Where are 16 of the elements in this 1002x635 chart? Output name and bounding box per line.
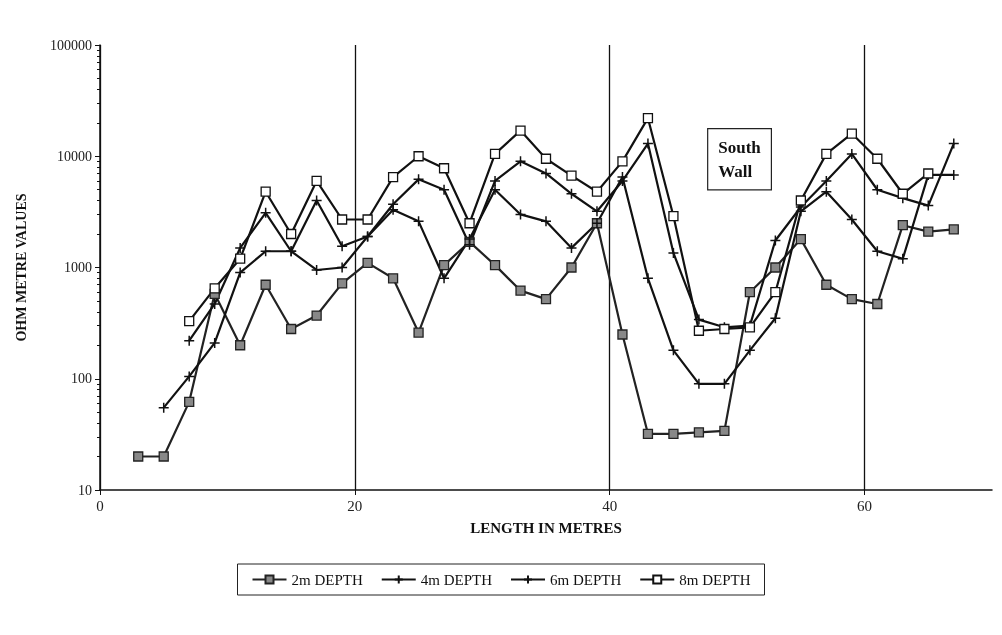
x-tick-label: 40 xyxy=(602,497,618,514)
x-tick-label: 20 xyxy=(347,497,363,514)
legend-label: 2m DEPTH xyxy=(291,571,363,588)
y-axis-title: OHM METRE VALUES xyxy=(13,193,29,342)
legend-label: 4m DEPTH xyxy=(420,571,493,588)
y-tick-label: 1000 xyxy=(64,260,92,275)
y-tick-label: 100 xyxy=(71,371,92,387)
x-tick-label: 60 xyxy=(857,497,873,514)
x-tick-label: 0 xyxy=(96,497,104,514)
legend-label: 6m DEPTH xyxy=(550,571,622,588)
y-tick-label: 10 xyxy=(78,482,92,498)
annotation: South Wall xyxy=(718,137,762,181)
x-axis-title: LENGTH IN METRES xyxy=(470,519,622,536)
y-tick-label: 10000 xyxy=(57,148,92,164)
legend-label: 8m DEPTH xyxy=(679,571,751,588)
y-tick-label: 100000 xyxy=(50,37,92,53)
